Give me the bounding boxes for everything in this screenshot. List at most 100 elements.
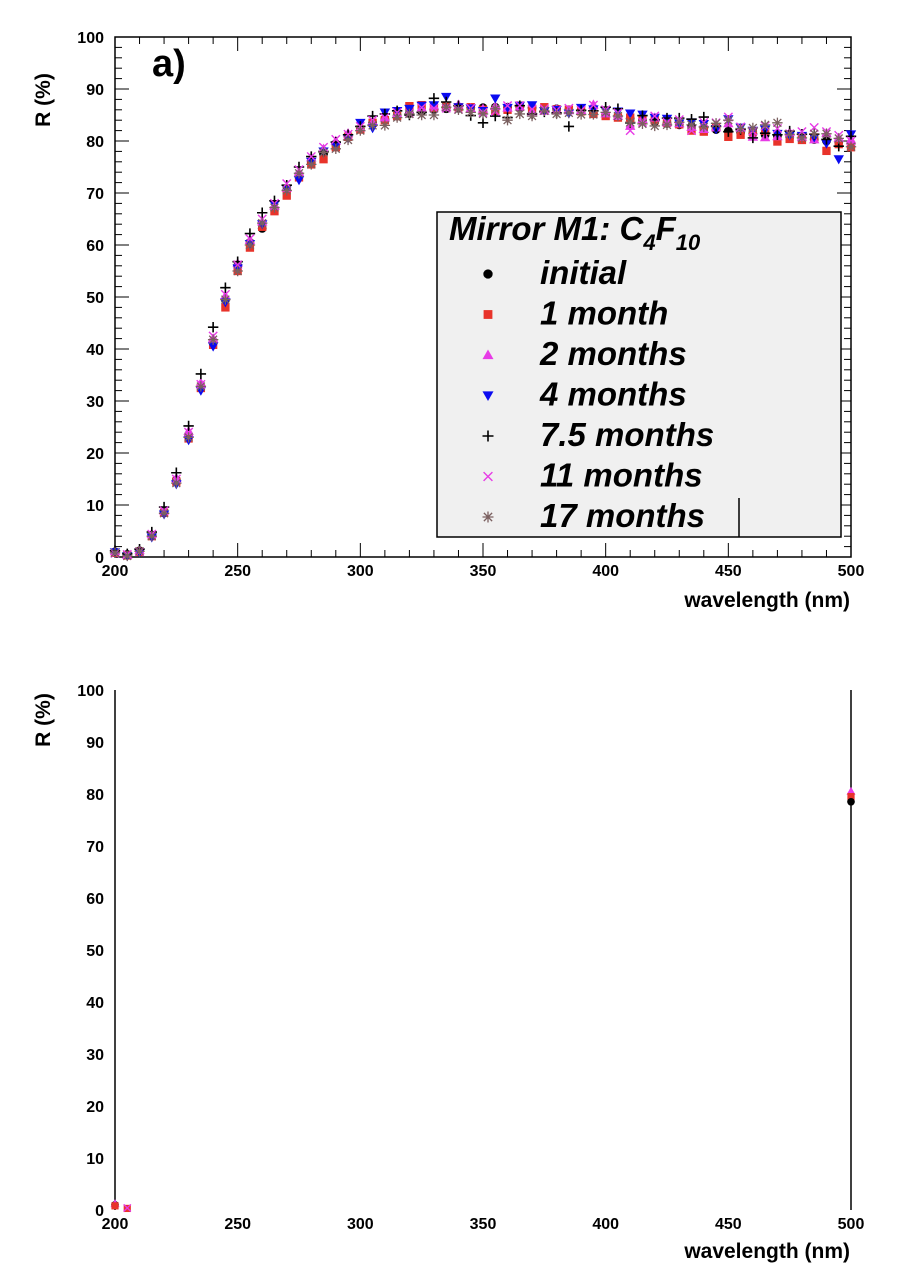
y-axis-title-b: R (%) xyxy=(32,693,55,747)
x-tick-label-b: 450 xyxy=(715,1216,742,1233)
legend-label: initial xyxy=(540,254,627,291)
data-point xyxy=(306,159,317,170)
x-tick-label-a: 250 xyxy=(224,563,251,580)
data-point xyxy=(723,126,734,137)
y-tick-label-b: 30 xyxy=(86,1047,104,1064)
panel-a: 200 250 300 350 400 450 500 0 10 20 30 40 50 60 70 80 90… xyxy=(32,30,864,612)
legend-entry: initial xyxy=(483,254,627,291)
data-point xyxy=(207,334,219,345)
x-axis-title-b: wavelength (nm) xyxy=(683,1240,850,1263)
y-tick-label-a: 80 xyxy=(86,134,104,151)
data-point xyxy=(563,107,575,119)
data-point xyxy=(661,119,673,131)
data-point xyxy=(257,207,268,218)
x-tick-label-b: 500 xyxy=(838,1216,865,1233)
data-point xyxy=(773,137,782,146)
data-point xyxy=(453,104,464,115)
x-tick-label-b: 250 xyxy=(224,1216,251,1233)
x-tick-label-b: 400 xyxy=(592,1216,619,1233)
data-point xyxy=(710,118,722,129)
data-point xyxy=(515,100,525,111)
data-point xyxy=(244,239,256,251)
data-point xyxy=(171,477,182,489)
data-point xyxy=(649,120,660,132)
x-tick-label-a: 500 xyxy=(838,563,865,580)
panel-b-points xyxy=(110,786,856,1213)
data-point xyxy=(845,141,857,152)
legend-title: Mirror M1: C4F10 xyxy=(449,210,701,255)
data-point xyxy=(526,110,538,122)
data-point xyxy=(391,112,403,123)
legend-entry: 7.5 months xyxy=(482,416,714,453)
data-point xyxy=(207,321,219,333)
data-point xyxy=(551,108,562,120)
y-tick-label-a: 40 xyxy=(86,342,104,359)
panel-a-tick-labels: 200 250 300 350 400 450 500 0 10 20 30 40 50 60 70 80 90… xyxy=(77,30,864,580)
panel-a-points xyxy=(109,92,857,562)
data-point xyxy=(698,111,709,123)
legend-marker xyxy=(482,391,494,401)
data-point xyxy=(220,294,231,305)
legend-entry: 1 month xyxy=(483,295,668,332)
x-tick-label-b: 300 xyxy=(347,1216,374,1233)
data-point xyxy=(380,112,390,123)
data-point xyxy=(502,115,513,126)
data-point xyxy=(111,1202,119,1210)
data-point xyxy=(625,109,636,119)
y-tick-label-b: 40 xyxy=(86,995,104,1012)
data-point xyxy=(588,109,599,120)
legend-label: 4 months xyxy=(539,376,687,413)
data-point xyxy=(477,108,489,120)
y-tick-label-b: 20 xyxy=(86,1099,104,1116)
x-tick-label-a: 300 xyxy=(347,563,374,580)
legend-entry: 17 months xyxy=(482,497,705,534)
y-tick-label-b: 90 xyxy=(86,735,104,752)
y-tick-label-b: 0 xyxy=(95,1203,104,1220)
data-point xyxy=(379,120,391,131)
legend-label: 1 month xyxy=(540,295,668,332)
legend-marker xyxy=(482,430,494,442)
data-point xyxy=(612,110,624,122)
data-point xyxy=(220,282,231,293)
data-point xyxy=(527,104,537,114)
panel-label: a) xyxy=(152,43,186,85)
y-tick-label-b: 10 xyxy=(86,1151,104,1168)
data-point xyxy=(232,265,243,277)
data-point xyxy=(428,101,440,111)
y-axis-title-a: R (%) xyxy=(32,73,55,127)
legend-entry: 4 months xyxy=(482,376,687,413)
data-point xyxy=(342,134,354,146)
y-tick-label-a: 0 xyxy=(95,550,104,567)
x-tick-label-b: 200 xyxy=(102,1216,129,1233)
y-tick-label-a: 20 xyxy=(86,446,104,463)
data-point xyxy=(833,155,844,165)
x-tick-label-a: 450 xyxy=(715,563,742,580)
data-point xyxy=(736,130,745,139)
data-point xyxy=(269,202,280,213)
data-point xyxy=(600,107,611,118)
y-tick-label-b: 80 xyxy=(86,787,104,804)
x-tick-label-a: 400 xyxy=(592,563,619,580)
x-tick-label-b: 350 xyxy=(470,1216,497,1233)
data-point xyxy=(698,121,709,133)
data-point xyxy=(134,546,145,557)
data-point xyxy=(158,508,170,519)
data-point xyxy=(195,368,207,380)
legend-label: 2 months xyxy=(539,335,687,372)
y-tick-label-a: 60 xyxy=(86,238,104,255)
legend-marker xyxy=(483,310,493,319)
data-point xyxy=(331,134,341,145)
legend-label: 11 months xyxy=(540,457,703,494)
data-point xyxy=(416,109,427,121)
data-point xyxy=(650,111,660,121)
data-point xyxy=(686,119,697,131)
x-axis-title-a: wavelength (nm) xyxy=(683,589,850,612)
data-point xyxy=(822,146,831,156)
data-point xyxy=(257,217,268,229)
data-point xyxy=(747,122,759,134)
data-point xyxy=(735,123,746,134)
x-tick-label-a: 350 xyxy=(470,563,497,580)
data-point xyxy=(784,129,795,140)
